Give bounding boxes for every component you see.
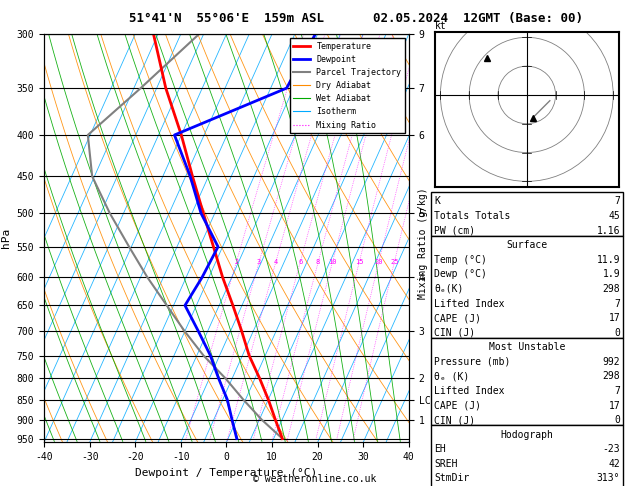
Text: Dewp (°C): Dewp (°C)	[434, 269, 487, 279]
Text: 15: 15	[355, 260, 364, 265]
Text: kt: kt	[435, 21, 447, 31]
Text: © weatheronline.co.uk: © weatheronline.co.uk	[253, 473, 376, 484]
Text: CIN (J): CIN (J)	[434, 415, 475, 425]
Y-axis label: hPa: hPa	[1, 228, 11, 248]
Text: 8: 8	[316, 260, 320, 265]
Text: Most Unstable: Most Unstable	[489, 342, 565, 352]
Text: 313°: 313°	[597, 473, 620, 484]
Text: 02.05.2024  12GMT (Base: 00): 02.05.2024 12GMT (Base: 00)	[373, 12, 583, 25]
Text: 17: 17	[608, 400, 620, 411]
Text: 7: 7	[615, 386, 620, 396]
Text: CAPE (J): CAPE (J)	[434, 313, 481, 323]
Text: CAPE (J): CAPE (J)	[434, 400, 481, 411]
Text: 298: 298	[603, 284, 620, 294]
Text: 6: 6	[298, 260, 303, 265]
Text: 7: 7	[615, 298, 620, 309]
Text: 2: 2	[234, 260, 238, 265]
Text: Pressure (mb): Pressure (mb)	[434, 357, 510, 367]
Text: Lifted Index: Lifted Index	[434, 386, 504, 396]
Text: 0: 0	[615, 328, 620, 338]
Text: 45: 45	[608, 211, 620, 221]
Text: 1.9: 1.9	[603, 269, 620, 279]
Text: K: K	[434, 196, 440, 207]
Text: 3: 3	[257, 260, 261, 265]
Text: 4: 4	[274, 260, 278, 265]
Text: CIN (J): CIN (J)	[434, 328, 475, 338]
Y-axis label: km
ASL: km ASL	[439, 229, 460, 247]
Text: Temp (°C): Temp (°C)	[434, 255, 487, 265]
Text: Hodograph: Hodograph	[500, 430, 554, 440]
Text: Surface: Surface	[506, 240, 547, 250]
Legend: Temperature, Dewpoint, Parcel Trajectory, Dry Adiabat, Wet Adiabat, Isotherm, Mi: Temperature, Dewpoint, Parcel Trajectory…	[290, 38, 404, 133]
Text: -23: -23	[603, 444, 620, 454]
Text: 51°41'N  55°06'E  159m ASL: 51°41'N 55°06'E 159m ASL	[129, 12, 324, 25]
Text: 10: 10	[328, 260, 337, 265]
X-axis label: Dewpoint / Temperature (°C): Dewpoint / Temperature (°C)	[135, 468, 318, 478]
Text: 11.9: 11.9	[597, 255, 620, 265]
Text: 992: 992	[603, 357, 620, 367]
Text: 17: 17	[608, 313, 620, 323]
Text: θₑ (K): θₑ (K)	[434, 371, 469, 382]
Text: Lifted Index: Lifted Index	[434, 298, 504, 309]
Text: 25: 25	[390, 260, 399, 265]
Text: SREH: SREH	[434, 459, 457, 469]
Text: EH: EH	[434, 444, 446, 454]
Text: StmDir: StmDir	[434, 473, 469, 484]
Text: θₑ(K): θₑ(K)	[434, 284, 464, 294]
Text: Mixing Ratio (g/kg): Mixing Ratio (g/kg)	[418, 187, 428, 299]
Text: Totals Totals: Totals Totals	[434, 211, 510, 221]
Text: 0: 0	[615, 415, 620, 425]
Text: 7: 7	[615, 196, 620, 207]
Text: PW (cm): PW (cm)	[434, 226, 475, 236]
Text: 1.16: 1.16	[597, 226, 620, 236]
Text: 42: 42	[608, 459, 620, 469]
Text: 298: 298	[603, 371, 620, 382]
Text: 20: 20	[374, 260, 383, 265]
